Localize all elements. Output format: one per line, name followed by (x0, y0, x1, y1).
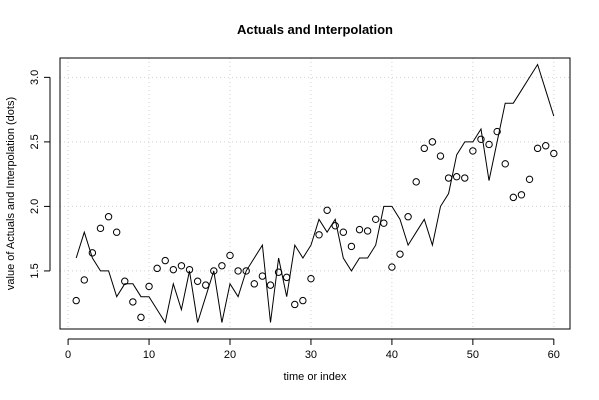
actual-point (88, 249, 97, 257)
actual-point (226, 251, 234, 260)
actual-point (266, 281, 275, 289)
actual-point (412, 178, 420, 186)
actual-point (153, 264, 161, 273)
actual-point (274, 268, 283, 276)
actual-point (372, 215, 380, 224)
actual-point (185, 265, 194, 274)
actual-point (404, 213, 412, 221)
actual-point (177, 262, 186, 270)
actual-point (282, 273, 291, 282)
x-tick-label: 50 (467, 349, 479, 361)
y-tick-label: 3.0 (29, 70, 41, 85)
actual-point (210, 267, 218, 275)
actual-point (501, 160, 509, 168)
actual-point (234, 267, 242, 275)
actual-point (477, 135, 485, 144)
x-tick-label: 60 (548, 349, 560, 361)
actual-point (161, 256, 169, 265)
x-tick-label: 0 (65, 349, 71, 361)
actual-point (202, 281, 210, 289)
actual-point (169, 265, 178, 274)
actual-point (550, 149, 558, 158)
actual-point (323, 206, 331, 214)
y-tick-label: 2.5 (29, 134, 41, 149)
actual-point (299, 296, 307, 305)
actual-point (461, 174, 469, 182)
actual-point (428, 138, 437, 146)
actual-point (307, 274, 315, 283)
actual-point (436, 152, 445, 160)
actual-point (250, 280, 258, 288)
actual-point (493, 127, 501, 136)
actual-point (355, 225, 364, 234)
actual-point (104, 213, 113, 221)
y-axis-label: value of Actuals and Interpolation (dots… (5, 97, 17, 290)
actual-point (396, 250, 404, 258)
actual-point (452, 173, 461, 181)
actual-point (193, 277, 202, 285)
actual-point (388, 263, 396, 271)
actual-point (485, 140, 493, 149)
actual-point (242, 267, 250, 275)
actual-point (525, 175, 534, 184)
actual-point (72, 296, 80, 305)
actual-point (420, 144, 428, 153)
x-axis-label: time or index (284, 371, 347, 383)
actual-point (145, 282, 153, 291)
y-tick-label: 1.5 (29, 263, 41, 278)
actual-point (533, 144, 542, 153)
plot-frame (59, 57, 571, 330)
actual-point (347, 242, 356, 251)
x-tick-label: 30 (305, 349, 317, 361)
actual-point (363, 227, 372, 235)
x-tick-label: 10 (143, 349, 155, 361)
actual-point (380, 219, 388, 227)
actual-point (258, 272, 267, 280)
actual-point (129, 298, 137, 306)
actual-point (96, 224, 105, 233)
actual-point (112, 228, 121, 236)
actual-point (444, 174, 453, 182)
actual-point (339, 228, 348, 236)
actual-point (218, 262, 226, 270)
y-axis: 1.5 2.0 2.5 3.0 (29, 70, 51, 279)
actual-point (509, 193, 518, 202)
actual-point (137, 313, 145, 322)
actual-point (291, 300, 299, 309)
actual-point (542, 142, 550, 150)
actual-point (80, 276, 88, 284)
actual-point (517, 191, 526, 199)
actual-point (315, 231, 323, 239)
actual-point (331, 222, 339, 230)
grid-lines (60, 58, 570, 329)
x-tick-label: 20 (224, 349, 236, 361)
x-axis: 0 10 20 30 40 50 60 (65, 338, 560, 361)
x-tick-label: 40 (386, 349, 398, 361)
series-layer (72, 63, 558, 324)
actual-point (469, 147, 477, 155)
actual-point (121, 277, 129, 285)
chart-title: Actuals and Interpolation (237, 22, 393, 37)
y-tick-label: 2.0 (29, 199, 41, 214)
interpolation-line (75, 63, 555, 324)
